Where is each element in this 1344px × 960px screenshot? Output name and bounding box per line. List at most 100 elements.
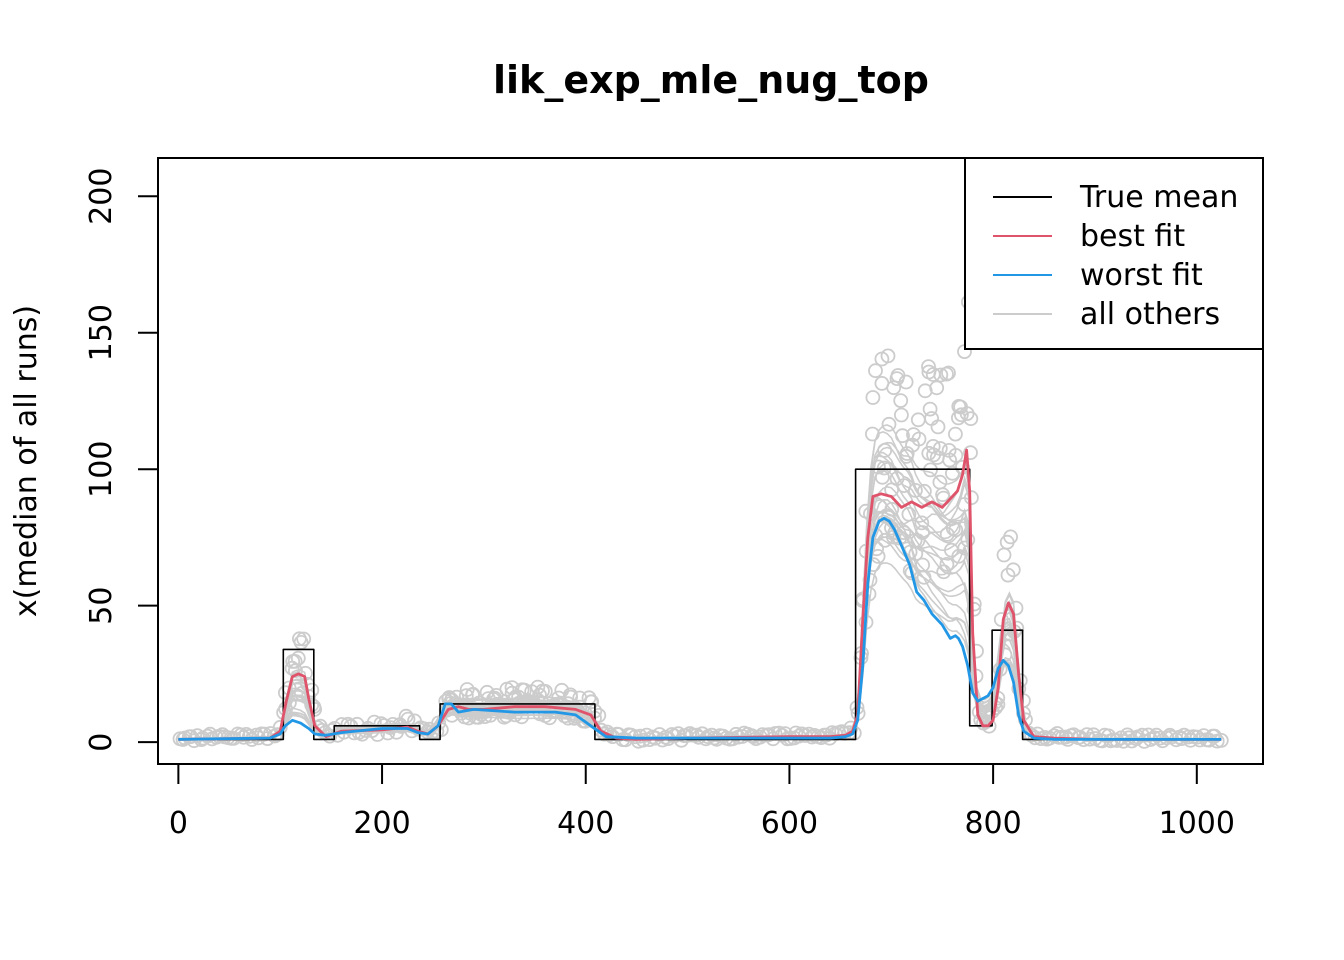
others-point	[871, 459, 886, 475]
others-point	[932, 441, 948, 456]
others-point	[431, 715, 447, 731]
others-point	[898, 374, 914, 390]
others-line	[178, 520, 1222, 741]
best-fit-line	[178, 448, 1222, 741]
others-point	[964, 490, 979, 506]
others-point	[954, 407, 969, 423]
others-line	[178, 520, 1222, 741]
others-line	[178, 446, 1222, 740]
others-point	[287, 654, 303, 669]
legend-label: True mean	[1079, 180, 1238, 215]
others-line	[178, 451, 1222, 741]
others-point	[884, 501, 900, 517]
others-line	[178, 562, 1222, 741]
x-tick-label: 200	[353, 806, 410, 841]
others-point	[876, 460, 892, 476]
others-point	[1003, 529, 1018, 545]
x-tick-label: 400	[557, 806, 614, 841]
others-point	[514, 709, 530, 725]
others-point	[948, 522, 964, 538]
others-point	[684, 727, 700, 743]
others-point	[948, 447, 964, 463]
others-point	[861, 586, 877, 602]
x-tick-label: 0	[169, 806, 188, 841]
others-line	[178, 467, 1222, 740]
y-tick-label: 100	[84, 441, 119, 498]
chart-title: lik_exp_mle_nug_top	[493, 58, 929, 102]
others-point	[966, 596, 982, 612]
others-point	[916, 569, 932, 585]
others-line	[178, 480, 1222, 741]
others-point	[939, 557, 955, 572]
others-line	[178, 516, 1222, 741]
legend-label: best fit	[1080, 219, 1185, 254]
worst-fit-line	[178, 516, 1222, 741]
others-line	[178, 485, 1222, 740]
x-tick-label: 1000	[1159, 806, 1235, 841]
others-line	[178, 441, 1222, 740]
others-point	[385, 717, 401, 732]
y-tick-label: 150	[84, 304, 119, 361]
others-point	[893, 393, 909, 409]
others-line	[178, 431, 1222, 740]
others-point	[881, 416, 897, 432]
others-point	[290, 650, 306, 666]
others-point	[899, 448, 914, 464]
others-point	[930, 419, 946, 435]
others-point	[560, 710, 576, 726]
others-line	[178, 536, 1222, 741]
others-point	[1000, 567, 1016, 583]
others-point	[895, 428, 910, 444]
others-point	[307, 702, 323, 717]
others-point	[869, 541, 884, 557]
others-point	[304, 682, 320, 698]
others-point	[880, 348, 896, 364]
legend-label: all others	[1080, 297, 1220, 332]
others-point	[929, 380, 945, 396]
others-point	[1005, 562, 1021, 578]
others-point	[915, 525, 930, 540]
others-point	[458, 688, 474, 704]
others-point	[1121, 730, 1137, 746]
others-point	[963, 411, 979, 427]
others-point	[936, 564, 952, 580]
others-point	[915, 557, 930, 573]
others-line	[178, 424, 1222, 740]
others-point	[911, 431, 927, 447]
others-point	[963, 445, 978, 461]
others-point	[941, 365, 956, 381]
others-points	[172, 294, 1229, 749]
others-point	[914, 515, 930, 531]
x-tick-label: 800	[964, 806, 1021, 841]
others-point	[516, 695, 532, 710]
y-tick-label: 0	[84, 733, 119, 752]
legend-label: worst fit	[1080, 258, 1203, 293]
others-point	[865, 390, 881, 405]
others-point	[877, 442, 893, 458]
x-axis: 0 200 400 600 800 1000	[169, 763, 1235, 841]
others-line	[178, 459, 1222, 741]
others-point	[877, 532, 893, 548]
others-line	[178, 498, 1222, 741]
others-point	[908, 482, 923, 498]
true-mean-line	[178, 468, 1222, 741]
others-point	[933, 367, 949, 383]
others-point	[728, 726, 744, 742]
others-point	[537, 684, 553, 699]
others-point	[921, 359, 936, 375]
others-line	[178, 514, 1222, 741]
y-tick-label: 50	[84, 587, 119, 625]
others-layer	[178, 424, 1222, 741]
others-line	[178, 537, 1222, 741]
others-point	[960, 532, 976, 548]
others-point	[880, 509, 896, 525]
y-axis: 0 50 100 150 200	[84, 168, 159, 752]
others-point	[530, 679, 546, 695]
legend: True mean best fit worst fit all others	[964, 157, 1264, 350]
others-point	[901, 506, 917, 522]
others-point	[910, 533, 926, 549]
others-point	[704, 727, 720, 743]
others-point	[398, 708, 414, 724]
others-point	[996, 547, 1012, 563]
